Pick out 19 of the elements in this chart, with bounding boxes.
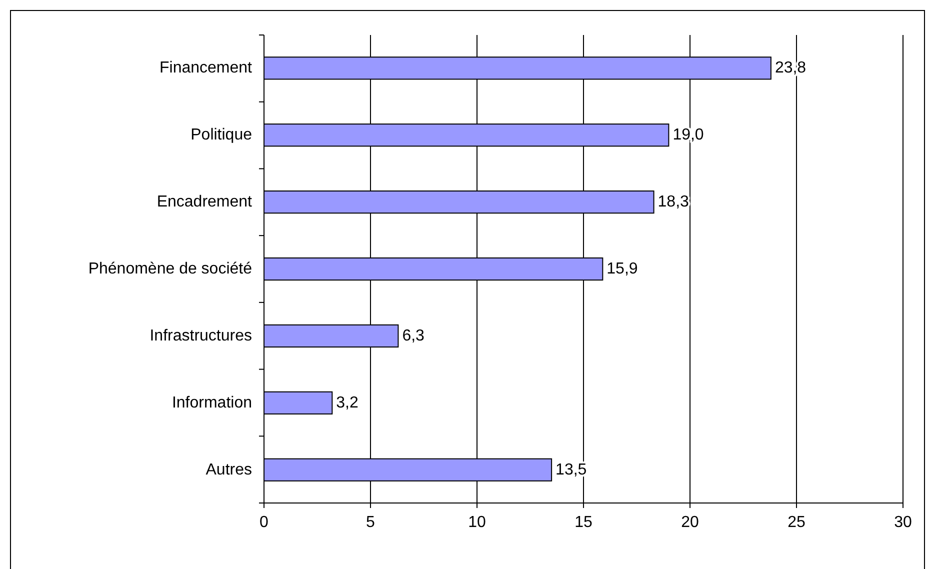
x-tick-label: 25 bbox=[788, 514, 806, 531]
data-label: 15,9 bbox=[606, 260, 638, 278]
data-label: 6,3 bbox=[402, 327, 425, 344]
x-tick-label: 10 bbox=[468, 514, 486, 531]
x-tick-label: 5 bbox=[366, 514, 376, 531]
y-tick-label: Encadrement bbox=[156, 194, 253, 211]
x-tick-label: 0 bbox=[260, 514, 269, 531]
data-label: 3,2 bbox=[336, 394, 359, 412]
y-tick-label: Autres bbox=[206, 461, 252, 478]
y-tick-label: Politique bbox=[190, 126, 252, 144]
x-tick-label: 20 bbox=[681, 514, 699, 531]
y-tick-label: Phénomène de société bbox=[88, 260, 252, 278]
y-tick-label: Financement bbox=[160, 60, 253, 77]
y-tick-label: Infrastructures bbox=[150, 327, 252, 344]
x-tick-label: 30 bbox=[894, 514, 912, 531]
bar bbox=[264, 391, 333, 414]
data-label: 18,3 bbox=[658, 194, 690, 211]
y-tick-label: Information bbox=[172, 394, 252, 412]
x-tick-label: 15 bbox=[574, 514, 592, 531]
